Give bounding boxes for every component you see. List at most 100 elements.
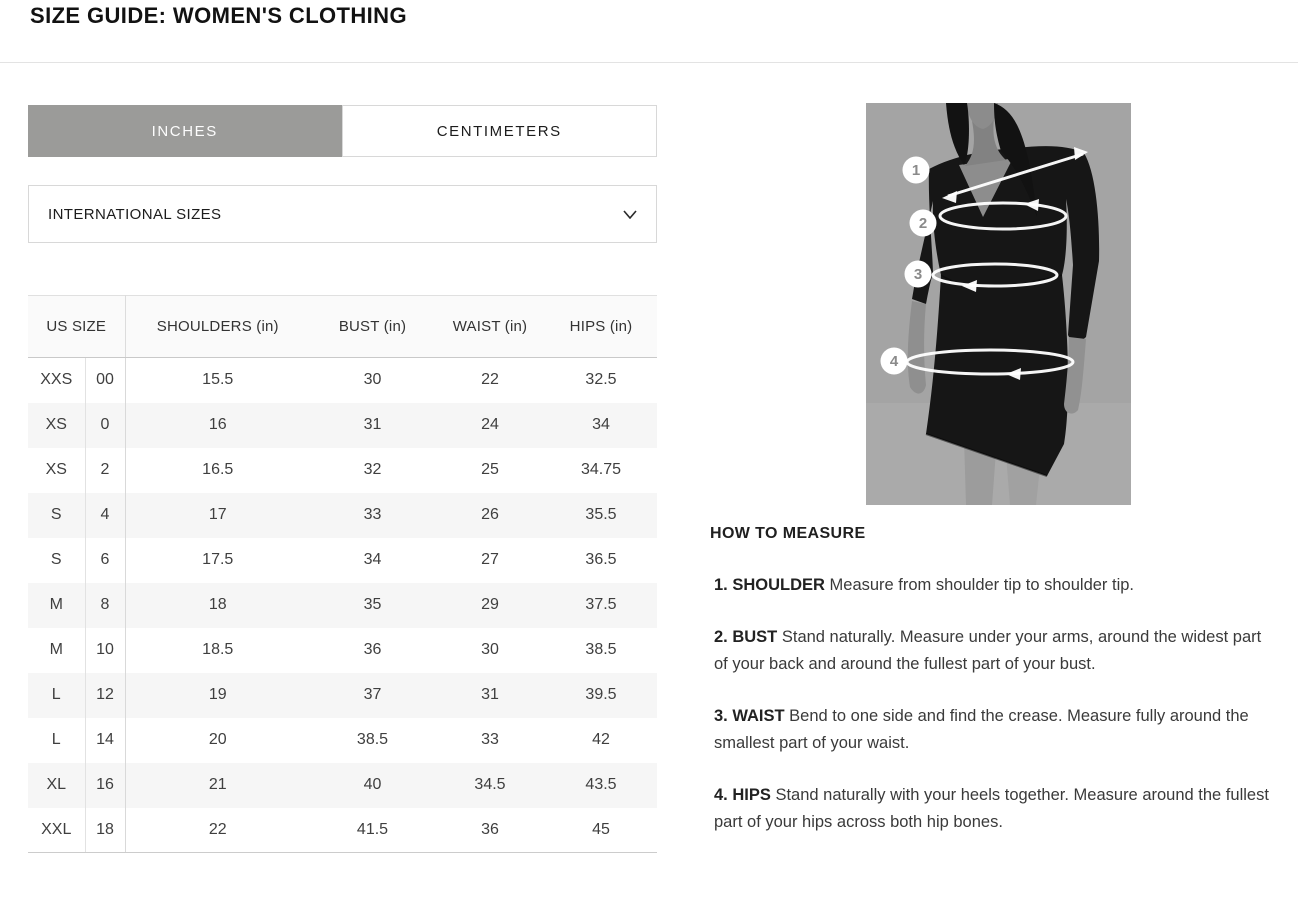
step-text: Bend to one side and find the crease. Me… bbox=[714, 707, 1249, 752]
cell-hips: 38.5 bbox=[585, 641, 617, 658]
cell-shoulders: 17 bbox=[208, 506, 227, 523]
cell-waist: 22 bbox=[481, 371, 499, 389]
cell-size-number: 12 bbox=[85, 672, 126, 718]
table-row: XXL 18 22 41.5 36 45 bbox=[28, 807, 657, 853]
how-to-measure-section: HOW TO MEASURE 1. SHOULDER Measure from … bbox=[710, 525, 1276, 861]
cell-shoulders: 20 bbox=[208, 731, 227, 748]
cell-shoulders: 21 bbox=[208, 776, 227, 793]
table-row: M 8 18 35 29 37.5 bbox=[28, 582, 657, 628]
dropdown-selected-value: INTERNATIONAL SIZES bbox=[48, 205, 222, 223]
header-waist: WAIST (in) bbox=[435, 295, 545, 358]
cell-hips: 35.5 bbox=[585, 506, 617, 523]
tab-centimeters[interactable]: CENTIMETERS bbox=[341, 105, 657, 157]
how-to-measure-heading: HOW TO MEASURE bbox=[710, 525, 866, 542]
cell-hips: 34.75 bbox=[580, 461, 622, 478]
cell-waist: 24 bbox=[481, 416, 499, 433]
table-row: XL 16 21 40 34.5 43.5 bbox=[28, 762, 657, 808]
international-sizes-dropdown[interactable]: INTERNATIONAL SIZES bbox=[28, 185, 657, 243]
cell-waist: 31 bbox=[481, 686, 499, 703]
cell-size-letter: S bbox=[28, 492, 86, 538]
step-text: Stand naturally with your heels together… bbox=[714, 786, 1269, 831]
cell-size-letter: XXL bbox=[28, 807, 86, 853]
cell-size-letter: XXS bbox=[28, 357, 86, 403]
cell-size-number: 0 bbox=[85, 402, 126, 448]
step-text: Stand naturally. Measure under your arms… bbox=[714, 628, 1262, 673]
cell-waist: 29 bbox=[481, 596, 499, 613]
cell-waist: 25 bbox=[481, 461, 499, 478]
page-title: SIZE GUIDE: WOMEN'S CLOTHING bbox=[30, 3, 407, 28]
measure-step-waist: 3. WAIST Bend to one side and find the c… bbox=[710, 703, 1276, 757]
measure-step-bust: 2. BUST Stand naturally. Measure under y… bbox=[710, 624, 1276, 678]
step-text: Measure from shoulder tip to shoulder ti… bbox=[824, 576, 1135, 594]
table-row: S 6 17.5 34 27 36.5 bbox=[28, 537, 657, 583]
measure-markers: 1 2 3 4 bbox=[880, 156, 937, 375]
cell-hips: 34 bbox=[592, 416, 610, 433]
header-us-size: US SIZE bbox=[28, 295, 126, 358]
title-divider bbox=[0, 62, 1298, 63]
cell-size-number: 8 bbox=[85, 582, 126, 628]
cell-bust: 36 bbox=[363, 641, 382, 658]
cell-shoulders: 19 bbox=[208, 686, 227, 703]
cell-waist: 27 bbox=[481, 551, 499, 568]
cell-size-letter: S bbox=[28, 537, 86, 583]
cell-shoulders: 15.5 bbox=[202, 371, 234, 389]
cell-bust: 35 bbox=[363, 596, 382, 613]
step-label: 4. HIPS bbox=[714, 786, 771, 804]
cell-bust: 32 bbox=[363, 461, 382, 478]
model-photo-illustration: 1 2 3 4 bbox=[866, 103, 1131, 505]
marker-3-label: 3 bbox=[914, 266, 922, 283]
cell-size-number: 14 bbox=[85, 717, 126, 763]
marker-2-label: 2 bbox=[919, 215, 927, 232]
cell-waist: 30 bbox=[481, 641, 499, 658]
measurement-figure-image: 1 2 3 4 bbox=[866, 103, 1131, 505]
cell-waist: 36 bbox=[435, 807, 545, 853]
tab-inches[interactable]: INCHES bbox=[28, 105, 342, 157]
cell-size-number: 16 bbox=[85, 762, 126, 808]
cell-size-number: 10 bbox=[85, 627, 126, 673]
cell-shoulders: 16.5 bbox=[202, 461, 234, 478]
measure-step-hips: 4. HIPS Stand naturally with your heels … bbox=[710, 782, 1276, 836]
units-tab-bar: INCHES CENTIMETERS bbox=[28, 105, 657, 157]
header-hips: HIPS (in) bbox=[545, 295, 657, 358]
cell-waist: 33 bbox=[481, 731, 499, 748]
cell-bust: 30 bbox=[363, 371, 382, 389]
header-shoulders: SHOULDERS (in) bbox=[125, 295, 310, 358]
table-row: S 4 17 33 26 35.5 bbox=[28, 492, 657, 538]
cell-bust: 31 bbox=[363, 416, 382, 433]
header-bust: BUST (in) bbox=[310, 295, 435, 358]
cell-hips: 36.5 bbox=[585, 551, 617, 568]
table-row: XS 2 16.5 32 25 34.75 bbox=[28, 447, 657, 493]
cell-bust: 40 bbox=[363, 776, 382, 793]
cell-bust: 33 bbox=[363, 506, 382, 523]
cell-size-letter: M bbox=[28, 627, 86, 673]
cell-hips: 43.5 bbox=[585, 776, 617, 793]
step-label: 1. SHOULDER bbox=[714, 576, 825, 594]
cell-bust: 41.5 bbox=[310, 807, 435, 853]
table-row: L 12 19 37 31 39.5 bbox=[28, 672, 657, 718]
step-label: 2. BUST bbox=[714, 628, 778, 646]
cell-size-letter: XL bbox=[28, 762, 86, 808]
cell-shoulders: 18 bbox=[208, 596, 227, 613]
cell-waist: 34.5 bbox=[474, 776, 506, 793]
cell-size-number: 18 bbox=[85, 807, 126, 853]
cell-bust: 38.5 bbox=[356, 731, 389, 748]
table-row: M 10 18.5 36 30 38.5 bbox=[28, 627, 657, 673]
step-label: 3. WAIST bbox=[714, 707, 785, 725]
measure-step-shoulder: 1. SHOULDER Measure from shoulder tip to… bbox=[710, 572, 1276, 599]
cell-bust: 34 bbox=[363, 551, 382, 568]
cell-size-number: 2 bbox=[85, 447, 126, 493]
cell-hips: 32.5 bbox=[585, 371, 617, 389]
marker-1-label: 1 bbox=[912, 162, 920, 179]
cell-shoulders: 22 bbox=[125, 807, 310, 853]
cell-hips: 37.5 bbox=[585, 596, 617, 613]
cell-size-letter: XS bbox=[28, 402, 86, 448]
cell-shoulders: 16 bbox=[208, 416, 227, 433]
table-row: L 14 20 38.5 33 42 bbox=[28, 717, 657, 763]
cell-size-letter: XS bbox=[28, 447, 86, 493]
cell-hips: 42 bbox=[592, 731, 610, 748]
cell-size-letter: M bbox=[28, 582, 86, 628]
cell-size-number: 4 bbox=[85, 492, 126, 538]
cell-size-number: 6 bbox=[85, 537, 126, 583]
table-row: XXS 00 15.5 30 22 32.5 bbox=[28, 357, 657, 403]
